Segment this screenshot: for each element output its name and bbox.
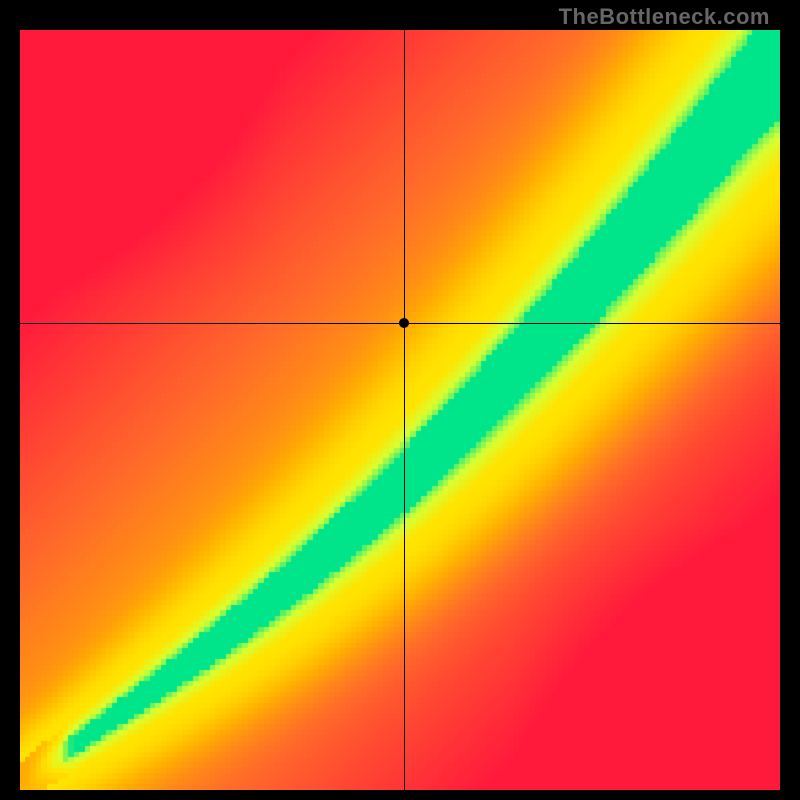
- heatmap-canvas: [20, 30, 780, 790]
- plot-area: [20, 30, 780, 790]
- crosshair-marker: [399, 318, 409, 328]
- watermark-text: TheBottleneck.com: [559, 4, 770, 30]
- crosshair-vertical: [404, 30, 405, 790]
- chart-frame: TheBottleneck.com: [0, 0, 800, 800]
